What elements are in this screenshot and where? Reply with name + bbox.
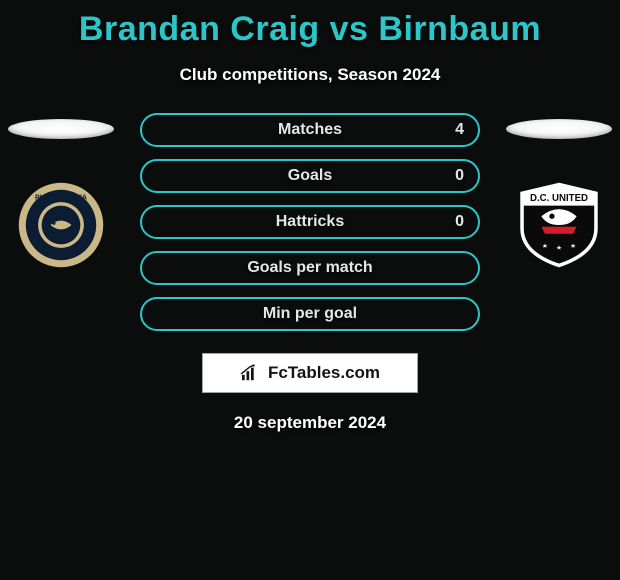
svg-text:UNION: UNION — [50, 252, 73, 259]
branding-text: FcTables.com — [268, 363, 380, 383]
branding-box[interactable]: FcTables.com — [202, 353, 418, 393]
philadelphia-union-icon: PHILADELPHIA UNION — [17, 181, 105, 269]
stat-label: Goals per match — [247, 259, 372, 277]
player-right-photo-placeholder — [506, 119, 612, 139]
page-title: Brandan Craig vs Birnbaum — [0, 10, 620, 49]
stat-row-hattricks: Hattricks 0 — [140, 205, 480, 239]
player-right-column: D.C. UNITED — [504, 113, 614, 269]
date-text: 20 september 2024 — [0, 413, 620, 433]
stat-rows: Matches 4 Goals 0 Hattricks 0 Goals per … — [140, 113, 480, 331]
subtitle: Club competitions, Season 2024 — [0, 65, 620, 85]
stat-right-value: 4 — [455, 115, 464, 145]
player-left-column: PHILADELPHIA UNION — [6, 113, 116, 269]
stat-right-value: 0 — [455, 207, 464, 237]
comparison-layout: PHILADELPHIA UNION D.C. UNITED — [0, 113, 620, 331]
club-logo-right: D.C. UNITED — [515, 181, 603, 269]
stat-row-goals-per-match: Goals per match — [140, 251, 480, 285]
stat-row-min-per-goal: Min per goal — [140, 297, 480, 331]
comparison-card: Brandan Craig vs Birnbaum Club competiti… — [0, 0, 620, 580]
svg-text:D.C. UNITED: D.C. UNITED — [530, 193, 588, 204]
stat-label: Min per goal — [263, 305, 357, 323]
stat-label: Goals — [288, 167, 332, 185]
player-left-photo-placeholder — [8, 119, 114, 139]
club-logo-left: PHILADELPHIA UNION — [17, 181, 105, 269]
stat-label: Matches — [278, 121, 342, 139]
stat-row-matches: Matches 4 — [140, 113, 480, 147]
dc-united-icon: D.C. UNITED — [515, 181, 603, 269]
bar-chart-icon — [240, 364, 262, 382]
stat-row-goals: Goals 0 — [140, 159, 480, 193]
stat-right-value: 0 — [455, 161, 464, 191]
svg-text:PHILADELPHIA: PHILADELPHIA — [35, 194, 87, 201]
stat-label: Hattricks — [276, 213, 344, 231]
